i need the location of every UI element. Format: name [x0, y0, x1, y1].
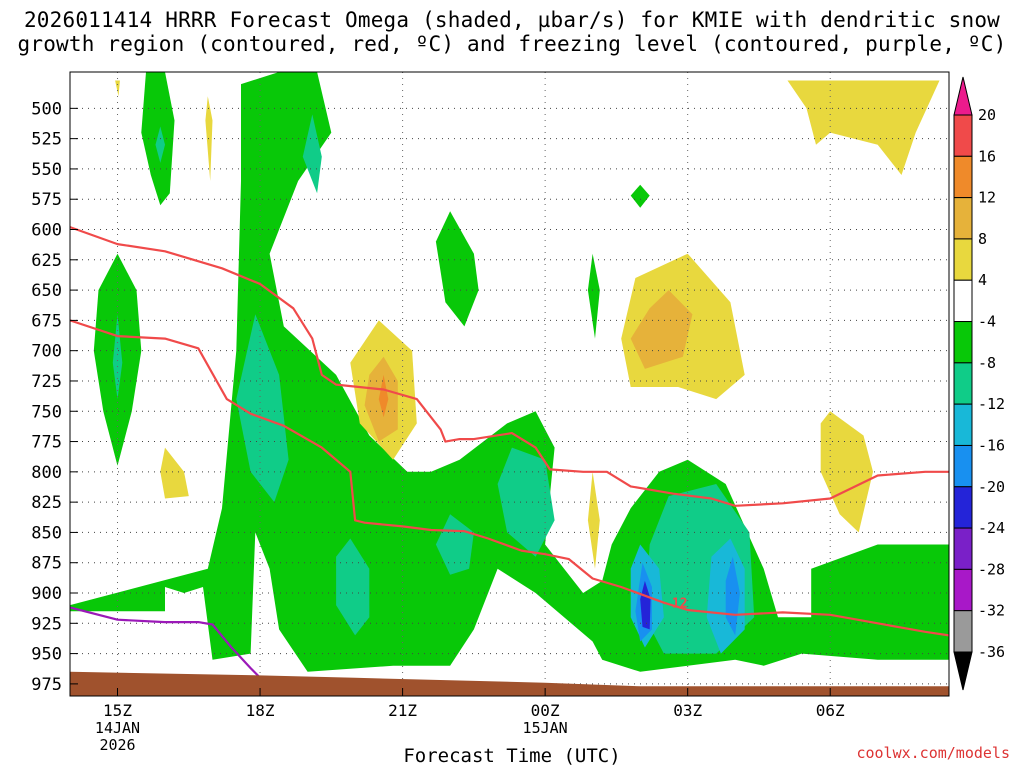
y-tick-label-900: 900 [31, 584, 62, 604]
x-tick-label-00Z: 00Z [531, 701, 560, 720]
y-tick-label-550: 550 [31, 160, 62, 180]
shade-ascent-mod-upperleft [155, 126, 165, 163]
x-tick-label-03Z: 03Z [673, 701, 702, 720]
y-tick-label-575: 575 [31, 190, 62, 210]
shade-ascent-mod-mid [236, 314, 289, 503]
y-tick-label-875: 875 [31, 554, 62, 574]
chart-title-line1: 2026011414 HRRR Forecast Omega (shaded, … [23, 8, 1001, 32]
colorbar-label-10: -24 [978, 519, 1005, 537]
colorbar-label-2: 12 [978, 189, 996, 207]
colorbar-band-5 [953, 321, 973, 364]
colorbar-label-7: -12 [978, 395, 1005, 413]
y-tick-label-525: 525 [31, 130, 62, 150]
contour-label-dgz-lower-line: 12 [672, 597, 688, 612]
y-tick-label-800: 800 [31, 463, 62, 483]
colorbar-band-4 [953, 279, 973, 323]
shade-ascent-mid-lens [435, 211, 479, 327]
colorbar-label-11: -28 [978, 560, 1005, 578]
shade-ascent-mod-leftlens [112, 314, 123, 400]
shade-ascent-strongest [640, 580, 651, 630]
x-tick-label-18Z: 18Z [246, 701, 275, 720]
omega-shading [70, 72, 949, 672]
x-tick-sublabel1-15Z: 14JAN [95, 719, 140, 737]
colorbar-band-0 [953, 114, 973, 157]
terrain-polygon [70, 671, 949, 696]
shade-ascent-mod-upper [302, 114, 322, 194]
x-axis-label: Forecast Time (UTC) [403, 745, 621, 767]
watermark: coolwx.com/models [856, 744, 1010, 762]
y-tick-label-775: 775 [31, 433, 62, 453]
colorbar-band-11 [953, 568, 973, 612]
x-tick-label-21Z: 21Z [388, 701, 417, 720]
x-tick-sublabel2-15Z: 2026 [99, 736, 135, 754]
contour-dgz-upper-line [70, 226, 949, 507]
y-tick-label-950: 950 [31, 645, 62, 665]
contour-lines: 12 [70, 226, 949, 679]
contour-freezing-level-line [70, 606, 261, 679]
shade-subsidence-left-small [160, 447, 189, 499]
colorbar-band-1 [953, 155, 973, 199]
colorbar-label-5: -4 [978, 313, 996, 331]
x-tick-label-15Z: 15Z [103, 701, 132, 720]
shade-subsidence-strong-mid [378, 374, 389, 418]
colorbar-band-7 [953, 403, 973, 446]
contour-dgz-lower-line [70, 319, 949, 637]
y-tick-label-925: 925 [31, 614, 62, 634]
y-tick-label-700: 700 [31, 342, 62, 362]
y-tick-label-500: 500 [31, 99, 62, 119]
colorbar-label-9: -20 [978, 478, 1005, 496]
chart-title-line2: growth region (contoured, red, ºC) and f… [17, 32, 1007, 56]
x-tick-label-06Z: 06Z [816, 701, 845, 720]
terrain-fill [70, 671, 949, 696]
shade-subsidence-top-left [115, 80, 120, 97]
plot-frame [69, 71, 950, 697]
colorbar-label-12: -32 [978, 602, 1005, 620]
shade-ascent-small-dot [630, 184, 650, 208]
y-tick-label-625: 625 [31, 251, 62, 271]
axes: 500 525 550 575 600 625 650 675 700 725 750 775 800 8… [31, 71, 950, 754]
y-tick-label-850: 850 [31, 523, 62, 543]
colorbar-band-9 [953, 486, 973, 529]
colorbar-label-0: 20 [978, 106, 996, 124]
shade-subsidence-right-low [820, 411, 873, 533]
colorbar-band-6 [953, 362, 973, 405]
shade-subsidence-mod-right [630, 290, 693, 369]
y-tick-label-600: 600 [31, 221, 62, 241]
y-tick-label-975: 975 [31, 675, 62, 695]
y-tick-label-825: 825 [31, 493, 62, 513]
colorbar-bottom-arrow [953, 651, 973, 691]
colorbar: 20 16 12 8 4 -4 -8 -12 -16 -20 -24 -28 -32 -36 [953, 76, 1005, 691]
colorbar-label-6: -8 [978, 354, 996, 372]
colorbar-band-10 [953, 527, 973, 570]
grid-lines [70, 72, 949, 696]
colorbar-label-4: 4 [978, 271, 987, 289]
colorbar-label-13: -36 [978, 643, 1005, 661]
colorbar-top-arrow [953, 76, 973, 116]
colorbar-label-8: -16 [978, 436, 1005, 454]
y-tick-label-750: 750 [31, 402, 62, 422]
colorbar-band-2 [953, 197, 973, 240]
colorbar-label-3: 8 [978, 230, 987, 248]
shade-ascent-thin-sliver [587, 253, 600, 339]
colorbar-label-1: 16 [978, 147, 996, 165]
y-tick-label-650: 650 [31, 281, 62, 301]
shade-subsidence-top-right [787, 80, 940, 175]
colorbar-band-3 [953, 238, 973, 281]
x-tick-sublabel1-00Z: 15JAN [523, 719, 568, 737]
y-tick-label-675: 675 [31, 311, 62, 331]
shade-subsidence-thin-2 [587, 471, 600, 569]
y-tick-label-725: 725 [31, 372, 62, 392]
shade-ascent-mod-low1 [336, 538, 370, 636]
colorbar-band-8 [953, 444, 973, 488]
colorbar-band-12 [953, 610, 973, 653]
